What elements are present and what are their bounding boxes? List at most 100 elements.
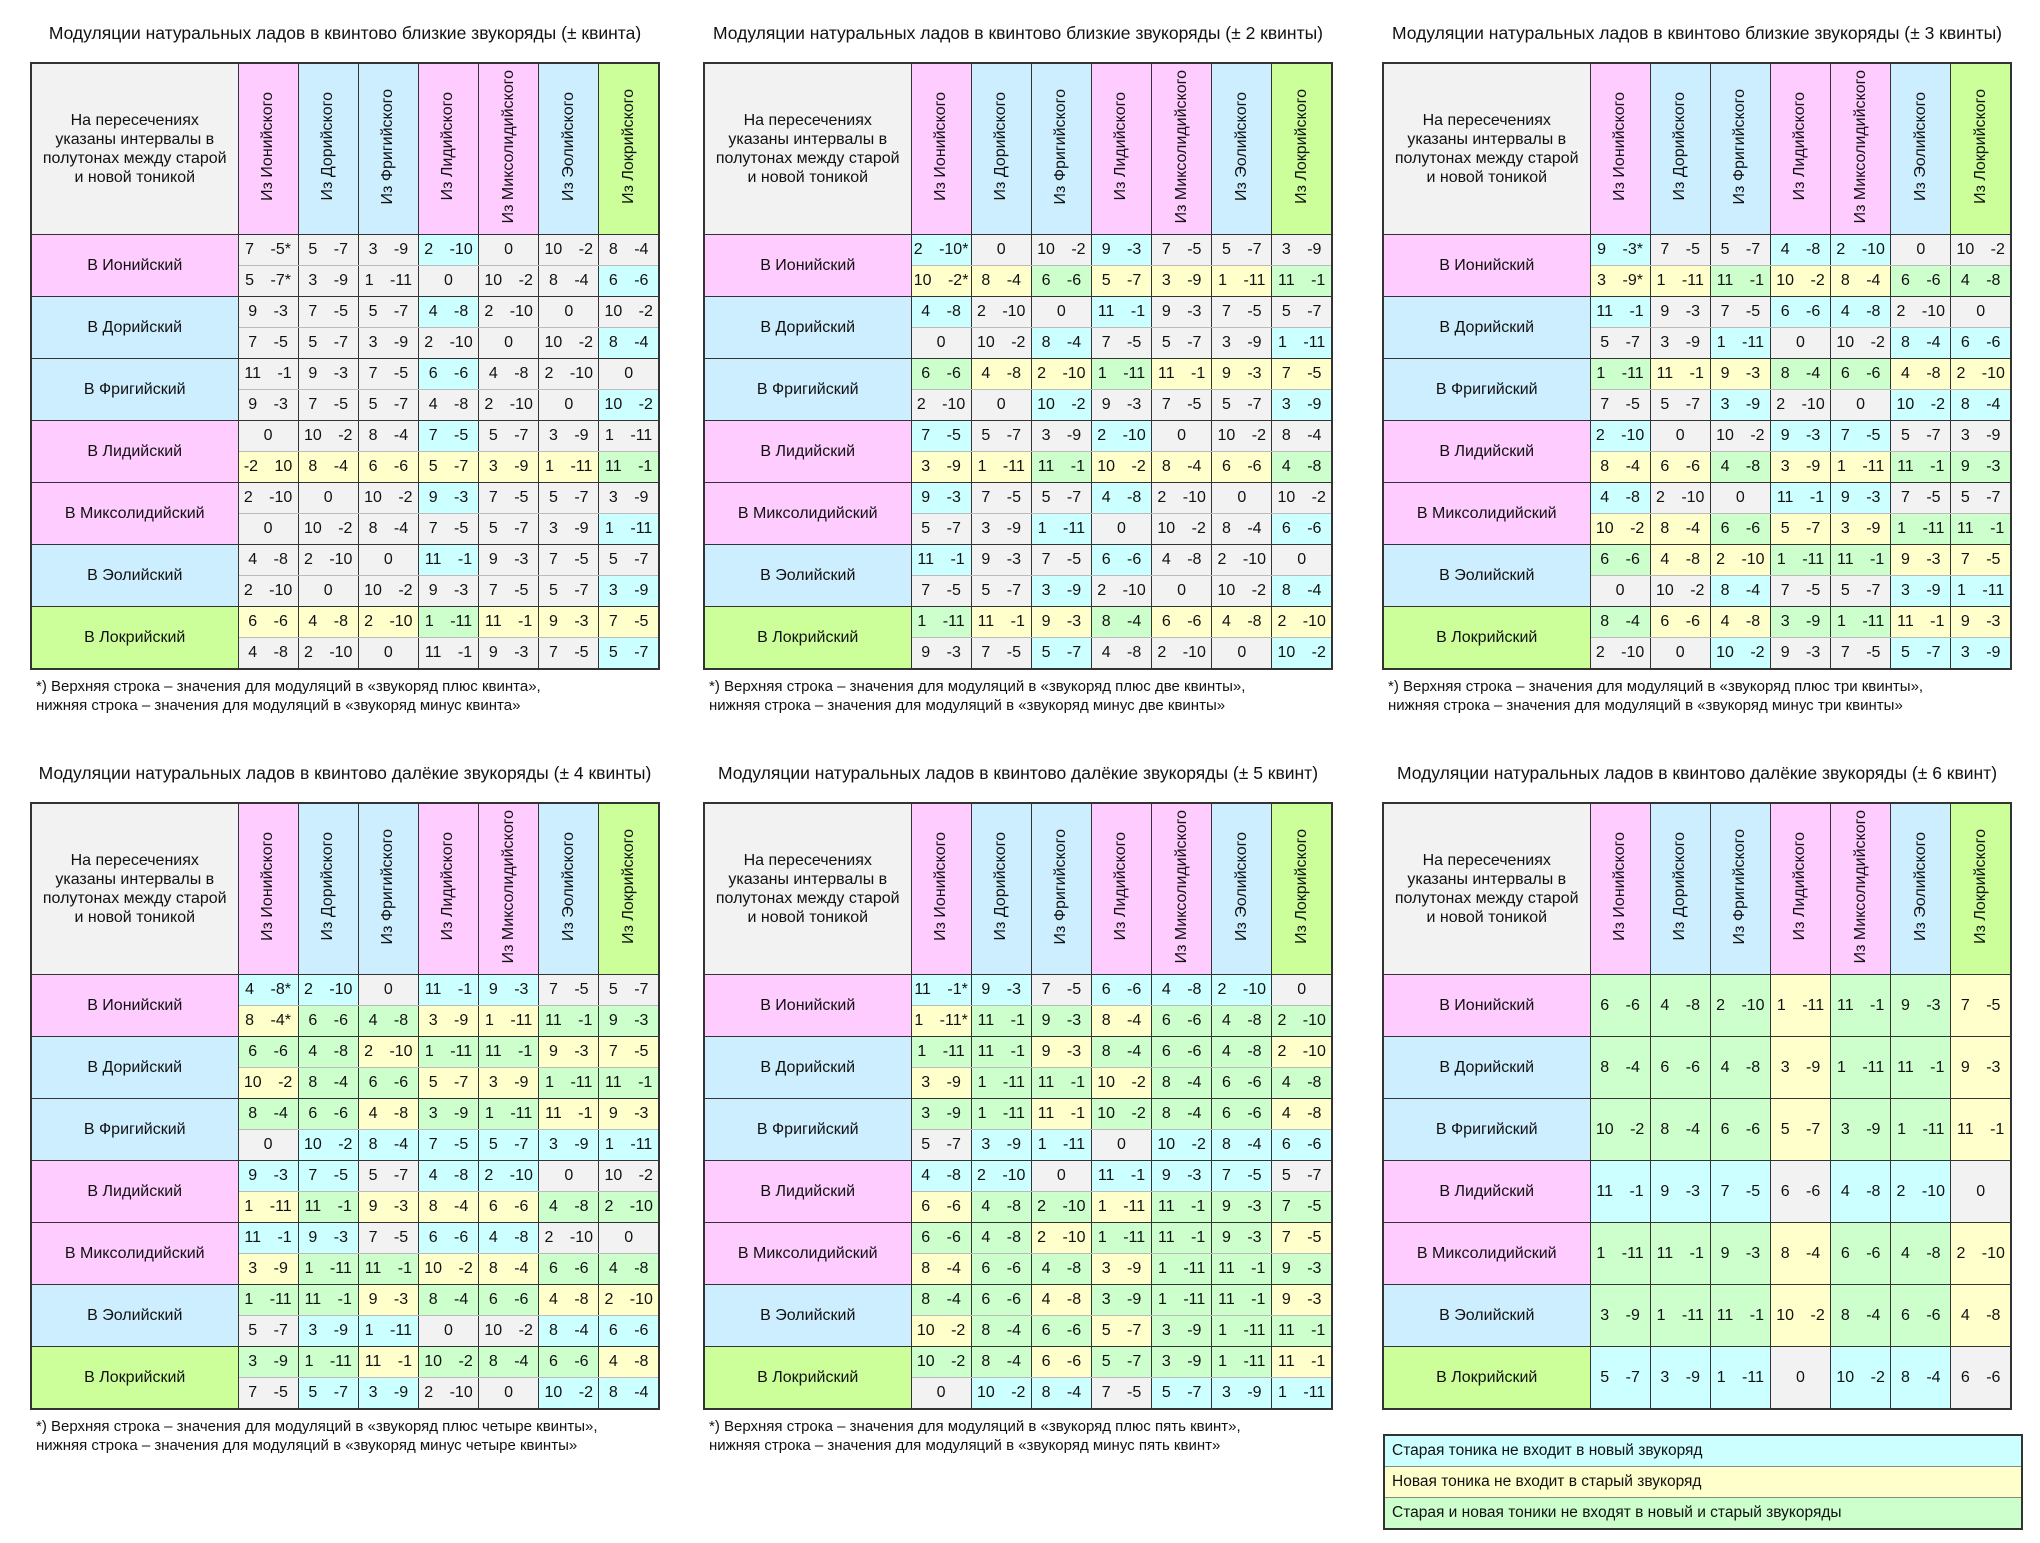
interval-cell: 6 -6 bbox=[1271, 513, 1333, 545]
interval-cell: 11 -1 bbox=[237, 358, 299, 390]
interval-cell: 2 -10 bbox=[357, 606, 419, 638]
interval-cell: 8 -4 bbox=[297, 1067, 359, 1099]
interval-cell: 4 -8 bbox=[1211, 1036, 1273, 1068]
row-header: В Миксолидийский bbox=[30, 1222, 239, 1285]
interval-cell: 2 -10 bbox=[478, 296, 540, 328]
interval-cell: 10 -2 bbox=[598, 389, 660, 421]
table-title: Модуляции натуральных ладов в квинтово б… bbox=[712, 23, 1323, 43]
interval-cell: 10 -2 bbox=[1830, 327, 1892, 359]
interval-cell: 3 -9 bbox=[1830, 1098, 1892, 1161]
interval-cell: 11 -1 bbox=[1890, 1036, 1952, 1099]
column-header-label: Из Миксолидийского bbox=[1851, 809, 1869, 964]
table-row: В Ионийский 9 -3* 7 -5 5 -7 4 -8 2 -10 0 10 -2 bbox=[1382, 234, 2012, 297]
interval-cell: 7 -5 bbox=[1890, 482, 1952, 514]
interval-cell: 2 -10 bbox=[1890, 296, 1952, 328]
table-row: В Эолийский 3 -9 1 -11 11 -1 10 -2 8 -4 6 -6 4 … bbox=[1382, 1284, 2012, 1347]
interval-cell: 4 -8 bbox=[1151, 544, 1213, 576]
interval-cell: 4 -8 bbox=[1271, 1098, 1333, 1130]
interval-cell: 2 -10 bbox=[598, 1284, 660, 1316]
table-title: Модуляции натуральных ладов в квинтово д… bbox=[717, 763, 1319, 783]
table-row: 7 -5 5 -7 3 -9 2 -10 0 10 -2 8 -4 bbox=[31, 327, 660, 359]
interval-cell: 6 -6 bbox=[478, 1284, 540, 1316]
interval-cell: 5 -7 bbox=[1589, 1346, 1651, 1410]
column-header: Из Фригийского bbox=[357, 62, 419, 235]
interval-cell: 4 -8 bbox=[970, 358, 1032, 390]
interval-cell: 2 -10 bbox=[417, 1377, 480, 1410]
table-row: В Фригийский 3 -9 1 -11 11 -1 10 -2 8 -4 6 -6 4… bbox=[703, 1098, 1333, 1161]
interval-cell: 1 -11 bbox=[1649, 265, 1711, 297]
interval-cell: 10 -2 bbox=[1030, 234, 1092, 266]
interval-cell: 1 -11 bbox=[297, 1346, 359, 1378]
column-header-label: Из Ионийского bbox=[1611, 92, 1629, 201]
row-header: В Ионийский bbox=[703, 974, 912, 1037]
interval-cell: 9 -3 bbox=[1830, 482, 1892, 514]
interval-cell: 11 -1 bbox=[1890, 451, 1952, 483]
interval-cell: 5 -7 bbox=[1090, 1315, 1153, 1347]
interval-cell: 4 -8 bbox=[598, 1346, 660, 1378]
footnote-line: нижняя строка – значения для модуляций в… bbox=[1388, 696, 1903, 714]
interval-cell: 5 -7 bbox=[910, 1129, 972, 1161]
interval-cell: 6 -6 bbox=[1211, 1067, 1273, 1099]
interval-cell: 0 bbox=[357, 637, 419, 670]
interval-cell: 3 -9 bbox=[910, 1067, 972, 1099]
row-header: В Локрийский bbox=[1382, 606, 1591, 670]
interval-cell: 1 -11 bbox=[1709, 327, 1771, 359]
interval-cell: 3 -9* bbox=[1589, 265, 1651, 297]
interval-cell: 0 bbox=[1649, 420, 1711, 452]
interval-cell: 7 -5 bbox=[297, 389, 359, 421]
table-row: В Лидийский 0 10 -2 8 -4 7 -5 5 -7 3 -9 1 -11 bbox=[30, 420, 660, 483]
interval-cell: 7 -5 bbox=[417, 420, 480, 452]
interval-cell: 11 -1 bbox=[910, 544, 972, 576]
interval-cell: 6 -6 bbox=[1211, 1098, 1273, 1130]
column-header-label: Из Эолийского bbox=[559, 92, 577, 201]
interval-cell: 9 -3 bbox=[1030, 606, 1092, 638]
column-header-label: Из Фригийского bbox=[1731, 828, 1749, 945]
table-title: Модуляции натуральных ладов в квинтово д… bbox=[1396, 763, 1998, 783]
interval-cell: 9 -3 bbox=[1151, 296, 1213, 328]
interval-cell: 2 -10 bbox=[1271, 606, 1333, 638]
interval-cell: 7 -5 bbox=[1151, 389, 1213, 421]
interval-cell: 2 -10 bbox=[237, 482, 299, 514]
interval-cell: 4 -8 bbox=[970, 1191, 1032, 1223]
interval-cell: 8 -4 bbox=[1151, 1098, 1213, 1130]
interval-cell: 10 -2 bbox=[1589, 513, 1651, 545]
interval-cell: 0 bbox=[1211, 637, 1273, 670]
column-header-label: Из Эолийского bbox=[1911, 832, 1929, 941]
interval-cell: 3 -9 bbox=[538, 420, 600, 452]
table-row: В Миксолидийский 6 -6 4 -8 2 -10 1 -11 11 -1 9… bbox=[703, 1222, 1333, 1285]
interval-cell: 2 -10 bbox=[357, 1036, 419, 1068]
row-header: В Локрийский bbox=[703, 1346, 912, 1410]
modulation-table-block: Модуляции натуральных ладов в квинтово б… bbox=[703, 18, 1333, 715]
row-header: В Локрийский bbox=[703, 606, 912, 670]
interval-cell: 11 -1 bbox=[970, 606, 1032, 638]
row-header: В Дорийский bbox=[703, 296, 912, 359]
interval-cell: 1 -11 bbox=[1830, 1036, 1892, 1099]
interval-cell: 11 -1 bbox=[237, 1222, 299, 1254]
interval-cell: 7 -5 bbox=[910, 575, 972, 607]
interval-cell: 10 -2 bbox=[1769, 265, 1832, 297]
interval-cell: 7 -5 bbox=[1271, 1222, 1333, 1254]
table-row: В Миксолидийский 9 -3 7 -5 5 -7 4 -8 2 -10 0 10… bbox=[703, 482, 1333, 545]
row-header: В Фригийский bbox=[1382, 1098, 1591, 1161]
interval-cell: 9 -3 bbox=[237, 296, 299, 328]
interval-cell: 7 -5 bbox=[538, 637, 600, 670]
interval-cell: 3 -9 bbox=[970, 1129, 1032, 1161]
interval-cell: 5 -7 bbox=[598, 544, 660, 576]
table-row: В Дорийский 1 -11 11 -1 9 -3 8 -4 6 -6 4 -8 2 -… bbox=[703, 1036, 1333, 1099]
interval-cell: 7 -5 bbox=[1830, 637, 1892, 670]
interval-cell: 10 -2 bbox=[1271, 637, 1333, 670]
interval-cell: 8 -4 bbox=[1709, 575, 1771, 607]
column-header-label: Из Фригийского bbox=[379, 88, 397, 205]
modulation-table-block: Модуляции натуральных ладов в квинтово б… bbox=[1382, 18, 2012, 715]
interval-cell: 5 -7 bbox=[1890, 420, 1952, 452]
interval-cell: 9 -3 bbox=[357, 1191, 419, 1223]
table-row: В Лидийский 4 -8 2 -10 0 11 -1 9 -3 7 -5 5 -7 bbox=[703, 1160, 1333, 1223]
interval-cell: 7 -5 bbox=[417, 1129, 480, 1161]
interval-cell: 9 -3 bbox=[237, 389, 299, 421]
row-header: В Миксолидийский bbox=[30, 482, 239, 545]
interval-cell: 6 -6 bbox=[1890, 1284, 1952, 1347]
table-row: В Локрийский 5 -7 3 -9 1 -11 0 10 -2 8 -4 6 -6 bbox=[1382, 1346, 2012, 1410]
interval-cell: 9 -3 bbox=[1950, 606, 2012, 638]
interval-cell: 4 -8 bbox=[297, 1036, 359, 1068]
column-header-label: Из Эолийского bbox=[1232, 832, 1250, 941]
